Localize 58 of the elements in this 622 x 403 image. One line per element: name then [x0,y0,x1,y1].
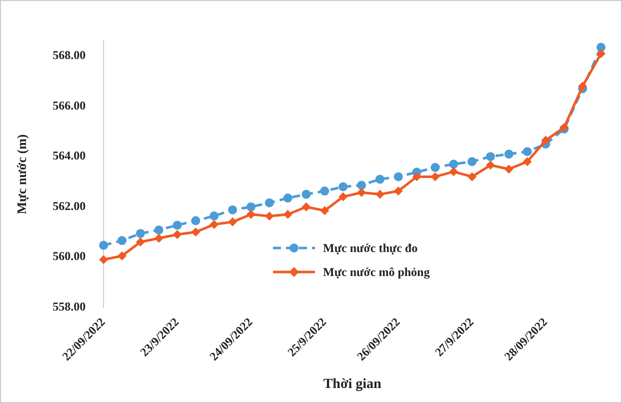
point [154,225,164,234]
point [449,167,458,176]
point [504,164,514,174]
point [191,227,200,236]
point [357,188,366,198]
point [522,157,532,166]
point [228,205,238,214]
point [375,190,384,199]
y-tick-label: 568.00 [52,48,86,62]
point [246,210,256,219]
point [357,180,366,190]
point [430,162,440,172]
point [99,255,108,264]
y-tick-label: 562.00 [52,198,86,213]
point [228,217,238,226]
point [172,220,182,230]
point [394,186,403,196]
point [118,236,127,246]
point [320,206,330,216]
point [136,238,145,247]
point [302,202,311,212]
point [468,157,477,166]
point [246,202,256,212]
point [486,152,495,162]
point [99,240,108,250]
point [264,198,274,208]
point [578,82,588,91]
point [468,172,477,182]
point [283,210,292,219]
point [154,234,164,243]
point [283,194,292,203]
point [191,216,200,226]
y-axis-title: Mực nước (m) [14,134,30,214]
y-tick-label: 566.00 [52,98,86,112]
point [522,147,532,156]
point [338,192,348,202]
legend-label: Mực nước thực đo [323,240,418,256]
point [210,211,219,220]
y-tick-label: 558.00 [52,299,86,314]
point [449,160,458,169]
point [596,49,606,58]
point [302,190,311,199]
point [118,251,127,260]
point [320,186,330,196]
point [136,228,145,238]
point [264,212,274,221]
point [338,182,348,192]
point [375,174,384,184]
point [172,230,182,239]
y-tick-label: 564.00 [52,148,86,163]
point [541,136,550,145]
point [210,220,219,229]
legend-label: Mực nước mô phỏng [323,264,430,280]
y-tick-label: 560.00 [52,249,86,264]
x-axis-title: Thời gian [323,377,382,392]
point [486,160,495,170]
point [394,172,403,182]
point [504,150,514,159]
